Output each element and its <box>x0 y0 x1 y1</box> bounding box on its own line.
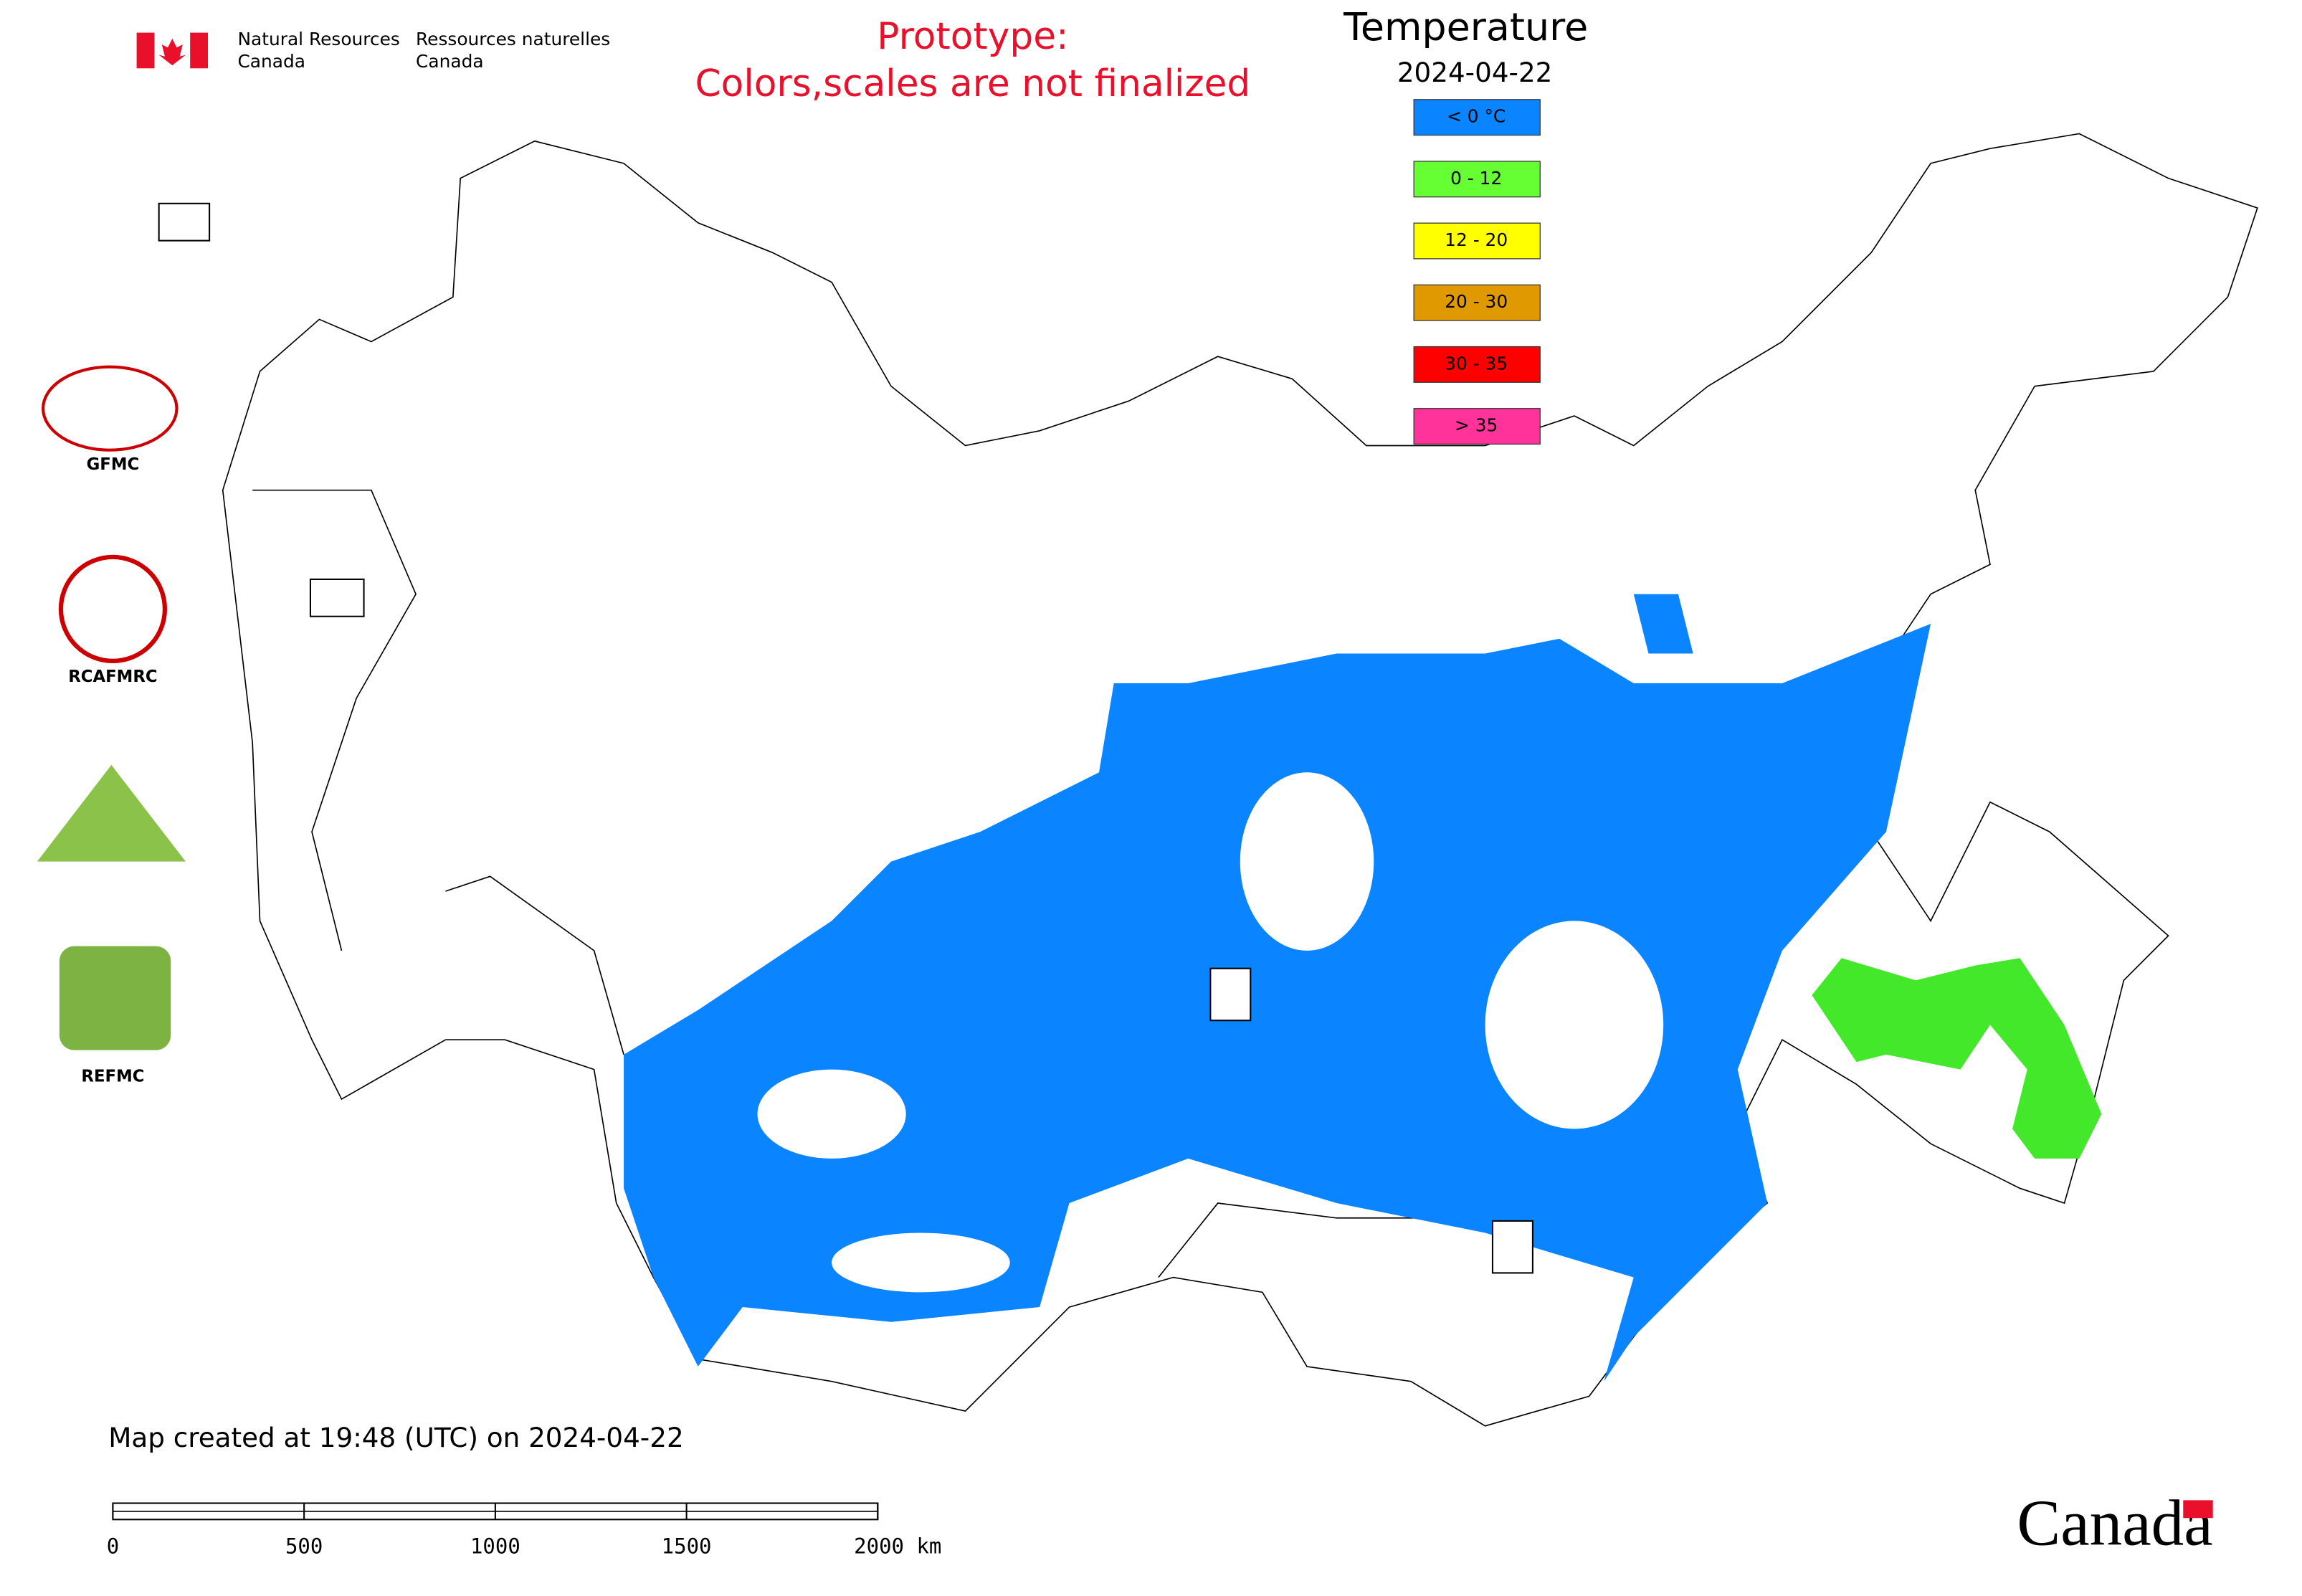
agency-fr-line1: Ressources naturelles <box>416 29 610 49</box>
logo-label: RCAFMRC <box>68 668 157 686</box>
legend-label: 12 - 20 <box>1445 229 1508 250</box>
scale-label: 1500 <box>662 1534 712 1559</box>
land-gap <box>1485 921 1664 1129</box>
below-zero-area <box>624 594 1931 1382</box>
land-gap <box>832 1232 1010 1293</box>
prototype-note: Colors,scales are not finalized <box>695 62 1251 105</box>
logo-label: GFMC <box>87 455 140 474</box>
agency-en-line1: Natural Resources <box>237 29 399 49</box>
legend: < 0 °C 0 - 12 12 - 20 20 - 30 30 - 35 > 35 <box>1413 99 1541 445</box>
legend-swatch <box>1413 346 1541 383</box>
scale-label: 0 <box>107 1534 119 1559</box>
map <box>158 133 2258 1427</box>
legend-label: < 0 °C <box>1447 106 1506 127</box>
legend-label: > 35 <box>1455 415 1498 436</box>
scale-bar: 0 500 1000 1500 2000 km <box>107 1502 941 1559</box>
legend-swatch <box>1413 99 1541 136</box>
legend-date: 2024-04-22 <box>1397 57 1553 88</box>
land-gap <box>1240 772 1374 951</box>
centre-marker <box>158 202 1533 1274</box>
scale-label: 500 <box>285 1534 323 1559</box>
legend-swatch <box>1413 222 1541 260</box>
prototype-note: Prototype: <box>877 15 1068 58</box>
logo-label: REFMC <box>81 1067 144 1086</box>
canada-flag <box>136 32 209 69</box>
land-gap <box>757 1069 906 1159</box>
legend-label: 30 - 35 <box>1445 353 1508 374</box>
scale-label: 2000 km <box>854 1534 941 1559</box>
logo-icons <box>37 365 186 1050</box>
map-created-note: Map created at 19:48 (UTC) on 2024-04-22 <box>108 1422 683 1453</box>
legend-label: 0 - 12 <box>1450 168 1502 189</box>
mild-area <box>1812 958 2102 1159</box>
agency-en-line2: Canada <box>237 51 305 72</box>
scale-label: 1000 <box>470 1534 520 1559</box>
legend-swatch <box>1413 284 1541 321</box>
legend-swatch <box>1413 161 1541 198</box>
agency-fr-line2: Canada <box>416 51 484 72</box>
legend-swatch <box>1413 408 1541 445</box>
legend-label: 20 - 30 <box>1445 291 1508 312</box>
legend-title: Temperature <box>1343 4 1588 49</box>
wordmark-flag <box>2183 1500 2213 1519</box>
canada-wordmark: Canada <box>2017 1487 2212 1559</box>
